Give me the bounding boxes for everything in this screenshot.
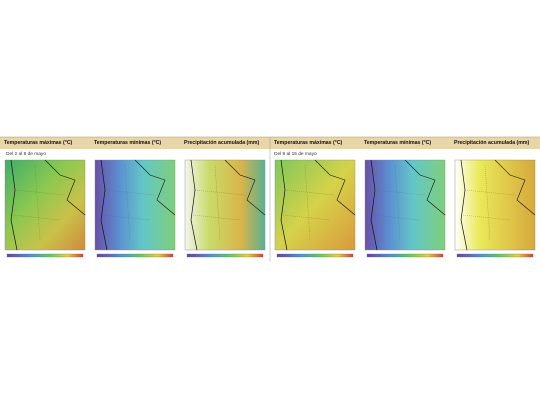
- period: Del 2 al 8 de mayo: [6, 151, 46, 157]
- coastline: [100, 159, 108, 251]
- map: [274, 159, 356, 251]
- coastline: [460, 159, 468, 251]
- border: [134, 159, 176, 216]
- province-lines: [192, 164, 246, 241]
- province-lines: [282, 164, 336, 241]
- map: [4, 159, 86, 251]
- colorbar: [456, 253, 534, 258]
- border: [494, 159, 536, 216]
- border: [314, 159, 356, 216]
- colorbar: [96, 253, 174, 258]
- province-lines: [102, 164, 156, 241]
- colorbar: [186, 253, 264, 258]
- period: Del 9 al 15 de mayo: [274, 151, 317, 157]
- colorbar: [276, 253, 354, 258]
- colorbar: [366, 253, 444, 258]
- coastline: [190, 159, 198, 251]
- province-lines: [372, 164, 426, 241]
- coastline: [10, 159, 18, 251]
- border: [44, 159, 86, 216]
- panel-title: Temperaturas mínimas (°C): [94, 140, 161, 146]
- panel-title: Precipitación acumulada (mm): [184, 140, 260, 146]
- panel-title: Temperaturas máximas (°C): [274, 140, 343, 146]
- coastline: [280, 159, 288, 251]
- map: [364, 159, 446, 251]
- colorbar: [6, 253, 84, 258]
- border: [404, 159, 446, 216]
- border: [224, 159, 266, 216]
- coastline: [370, 159, 378, 251]
- panel-title: Temperaturas mínimas (°C): [364, 140, 431, 146]
- panel-title: Precipitación acumulada (mm): [454, 140, 530, 146]
- panel-title: Temperaturas máximas (°C): [4, 140, 73, 146]
- map: [184, 159, 266, 251]
- map: [454, 159, 536, 251]
- province-lines: [462, 164, 516, 241]
- map: [94, 159, 176, 251]
- province-lines: [12, 164, 66, 241]
